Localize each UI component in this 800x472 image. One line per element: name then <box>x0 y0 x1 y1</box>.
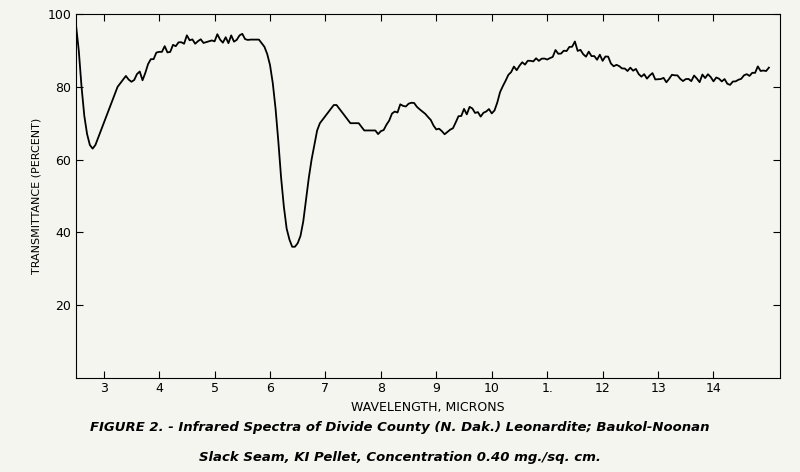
X-axis label: WAVELENGTH, MICRONS: WAVELENGTH, MICRONS <box>351 401 505 414</box>
Y-axis label: TRANSMITTANCE (PERCENT): TRANSMITTANCE (PERCENT) <box>32 118 42 274</box>
Text: Slack Seam, KI Pellet, Concentration 0.40 mg./sq. cm.: Slack Seam, KI Pellet, Concentration 0.4… <box>199 451 601 464</box>
Text: FIGURE 2. - Infrared Spectra of Divide County (N. Dak.) Leonardite; Baukol-Noona: FIGURE 2. - Infrared Spectra of Divide C… <box>90 421 710 434</box>
